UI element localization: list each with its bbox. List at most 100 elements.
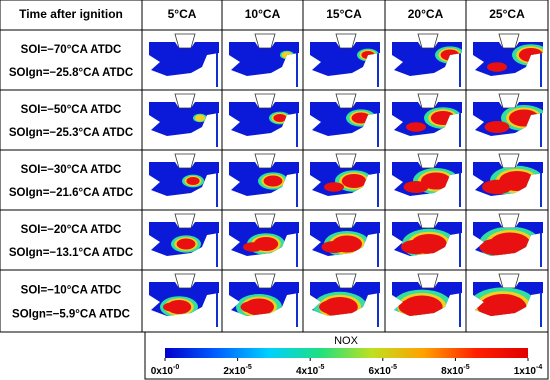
- injector: [417, 93, 439, 109]
- cfd-image: [473, 213, 543, 267]
- injector: [498, 273, 520, 289]
- injector: [174, 273, 196, 289]
- nox-region: [280, 50, 294, 60]
- colorbar-tick-label: 4x10-5: [296, 364, 325, 377]
- row-soi: SOI=−30°CA ATDC: [21, 164, 122, 176]
- nox-region: [160, 296, 198, 316]
- injector: [498, 93, 520, 109]
- nox-region: [346, 109, 376, 127]
- injector: [174, 153, 196, 169]
- column-header: 15°CA: [326, 7, 362, 21]
- injector: [335, 153, 357, 169]
- header-label: Time after ignition: [19, 7, 123, 21]
- injector: [498, 33, 520, 49]
- cells: [149, 33, 543, 327]
- row-soign: SOIgn=−21.6°CA ATDC: [9, 187, 133, 199]
- row-soi: SOI=−50°CA ATDC: [21, 104, 122, 116]
- colorbar-frame: [144, 331, 549, 380]
- colorbar-tick-label: 6x10-5: [369, 364, 398, 377]
- colorbar-tick-label: 0x10-0: [151, 364, 180, 377]
- injector: [254, 273, 276, 289]
- nox-region: [193, 113, 207, 123]
- injector: [335, 273, 357, 289]
- cfd-image: [310, 153, 380, 207]
- nox-region: [171, 235, 201, 253]
- tick-exponent: -5: [463, 364, 469, 371]
- nox-region: [269, 111, 291, 125]
- tick-exponent: -5: [391, 364, 397, 371]
- tick-mantissa: 0x10: [151, 366, 174, 377]
- injector: [417, 33, 439, 49]
- cfd-image: [392, 273, 462, 327]
- tick-mantissa: 6x10: [369, 366, 392, 377]
- nox-region: [392, 289, 453, 316]
- row-soi: SOI=−20°CA ATDC: [21, 224, 122, 236]
- tick-mantissa: 2x10: [223, 366, 246, 377]
- nox-region: [182, 174, 204, 188]
- row-soi: SOI=−70°CA ATDC: [21, 44, 122, 56]
- row-soi: SOI=−10°CA ATDC: [21, 284, 122, 296]
- tick-exponent: -5: [246, 364, 252, 371]
- tick-mantissa: 4x10: [296, 366, 319, 377]
- injector: [417, 153, 439, 169]
- injector: [498, 213, 520, 229]
- cfd-image: [229, 213, 299, 267]
- injector: [174, 93, 196, 109]
- column-header: 10°CA: [245, 7, 281, 21]
- injector: [254, 153, 276, 169]
- tick-exponent: -5: [318, 364, 324, 371]
- cfd-image: [229, 273, 299, 327]
- column-header: 5°CA: [168, 7, 197, 21]
- row-soign: SOIgn=−25.8°CA ATDC: [9, 67, 133, 79]
- colorbar-label: NOX: [334, 335, 359, 347]
- cfd-image: [229, 153, 299, 207]
- cfd-image: [473, 33, 543, 87]
- row-soign: SOIgn=−5.9°CA ATDC: [12, 309, 130, 321]
- chamber: [149, 102, 219, 136]
- nox-region: [236, 294, 282, 316]
- injector: [335, 213, 357, 229]
- cfd-image: [149, 273, 219, 327]
- injector: [498, 153, 520, 169]
- injector: [254, 213, 276, 229]
- chamber: [229, 102, 299, 136]
- cfd-image: [229, 33, 299, 87]
- cfd-image: [229, 93, 299, 147]
- colorbar: [165, 348, 528, 358]
- nox-region: [479, 226, 541, 256]
- cfd-image: [149, 213, 219, 267]
- cfd-image: [392, 33, 462, 87]
- cfd-image: [473, 273, 543, 327]
- cfd-image: [310, 273, 380, 327]
- tick-exponent: -4: [536, 364, 542, 371]
- nox-region: [258, 172, 288, 190]
- cfd-image: [149, 33, 219, 87]
- row-soign: SOIgn=−25.3°CA ATDC: [9, 127, 133, 139]
- nox-region: [243, 233, 285, 255]
- injector: [174, 33, 196, 49]
- injector: [174, 213, 196, 229]
- cfd-image: [392, 93, 462, 147]
- tick-exponent: -0: [173, 364, 179, 371]
- tick-mantissa: 8x10: [441, 366, 464, 377]
- nox-region: [473, 287, 538, 316]
- cfd-image: [310, 33, 380, 87]
- tick-mantissa: 1x10: [514, 366, 537, 377]
- cfd-image: [149, 93, 219, 147]
- nox-region: [357, 48, 379, 62]
- cfd-image: [473, 153, 543, 207]
- nox-region: [313, 291, 367, 316]
- colorbar-tick-label: 8x10-5: [441, 364, 470, 377]
- chamber: [149, 42, 219, 76]
- injector: [254, 93, 276, 109]
- cfd-image: [392, 213, 462, 267]
- column-header: 20°CA: [408, 7, 444, 21]
- colorbar-tick-label: 2x10-5: [223, 364, 252, 377]
- cfd-image: [310, 213, 380, 267]
- colorbar-tick-label: 1x10-4: [514, 364, 543, 377]
- injector: [335, 93, 357, 109]
- cfd-image: [310, 93, 380, 147]
- cfd-image: [392, 153, 462, 207]
- injector: [417, 213, 439, 229]
- cfd-image: [149, 153, 219, 207]
